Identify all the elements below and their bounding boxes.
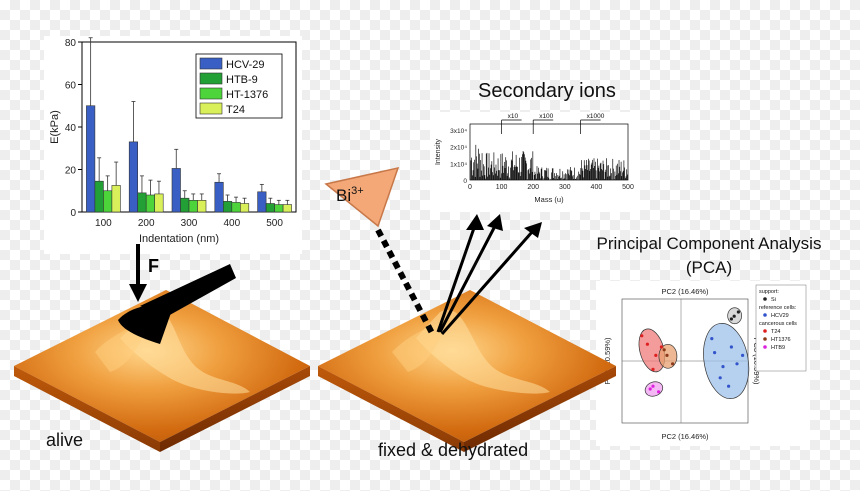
x-tick-label: 500: [266, 218, 283, 229]
spectrum-x-tick: 100: [496, 184, 508, 191]
pca-title: Principal Component Analysis (PCA): [596, 234, 822, 277]
legend-swatch: [199, 102, 223, 115]
alive-cell-sample: [14, 290, 310, 452]
legend-swatch: [199, 87, 223, 100]
spectrum-y-tick: 1x10⁴: [450, 161, 467, 168]
pca-panel: PC2 (16.46%)PC2 (16.46%)PC3 (10.59%)PC3 …: [596, 281, 810, 446]
y-tick-label: 40: [65, 123, 77, 134]
bi-ion-source: [324, 166, 400, 228]
x-tick-label: 400: [223, 218, 240, 229]
pca-legend-marker: [763, 337, 767, 341]
alive-label: alive: [46, 430, 83, 450]
x-tick-label: 300: [181, 218, 198, 229]
point-hcv29: [735, 362, 739, 366]
point-hcv29: [713, 351, 717, 355]
x-tick-label: 100: [95, 218, 112, 229]
y-tick-label: 0: [70, 208, 76, 219]
pca-legend-header: reference cells:: [759, 305, 797, 311]
legend-label: HCV-29: [226, 59, 265, 71]
pca-legend-marker: [763, 313, 767, 317]
legend-swatch: [199, 72, 223, 85]
point-htb9: [657, 390, 661, 394]
pca-legend-marker: [763, 345, 767, 349]
secondary-ion-arrows: [436, 214, 542, 335]
cluster-ellipse-hcv29: [703, 323, 750, 399]
y-axis-label: E(kPa): [49, 110, 61, 144]
legend-swatch: [199, 57, 223, 70]
point-t24: [659, 345, 663, 349]
secondary-ions-title: Secondary ions: [478, 80, 616, 102]
pca-legend-item: T24: [771, 329, 780, 335]
point-si: [732, 314, 736, 318]
legend-label: HTB-9: [226, 74, 258, 86]
zoom-factor-label: x100: [539, 113, 553, 120]
pca-legend-item: HT1376: [771, 337, 791, 343]
point-t24: [640, 334, 644, 338]
pca-x-label-bottom: PC2 (16.46%): [661, 432, 709, 441]
fixed-cell-sample: [318, 290, 616, 452]
pca-legend-item: HTB9: [771, 345, 785, 351]
zoom-factor-label: x1000: [587, 113, 605, 120]
point-si: [729, 317, 733, 321]
spectrum-x-tick: 300: [559, 184, 571, 191]
pca-legend-item: HCV29: [771, 313, 789, 319]
x-tick-label: 200: [138, 218, 155, 229]
legend-label: T24: [226, 104, 245, 116]
point-hcv29: [718, 376, 722, 380]
spectrum-y-tick: 3x10⁴: [450, 128, 467, 135]
zoom-factor-label: x10: [508, 113, 519, 120]
afm-chart-panel: 0 20 40 60 80 100 200 300 400 500 E(kPa) Indentatio…: [44, 36, 302, 254]
point-ht1376: [665, 353, 669, 357]
point-t24: [651, 367, 655, 371]
force-label: F: [148, 256, 159, 276]
pca-scatter-plot: PC2 (16.46%)PC2 (16.46%)PC3 (10.59%)PC3 …: [603, 284, 807, 441]
y-tick-label: 60: [65, 81, 77, 92]
pca-legend-item: Si: [771, 297, 776, 303]
fixed-label: fixed & dehydrated: [378, 440, 528, 460]
spectrum-y-label: Intensity: [435, 138, 442, 165]
y-tick-label: 80: [65, 38, 77, 49]
pca-legend-marker: [763, 329, 767, 333]
point-hcv29: [721, 365, 725, 369]
spectrum-x-tick: 400: [591, 184, 603, 191]
point-ht1376: [662, 348, 666, 352]
pca-legend-header: cancerous cells: [759, 321, 797, 327]
point-hcv29: [741, 353, 745, 357]
bi-ion-label: Bi3+: [336, 185, 364, 205]
spectrum-x-tick: 200: [527, 184, 539, 191]
ion-beam: [375, 228, 435, 335]
point-htb9: [648, 387, 652, 391]
pca-x-label-top: PC2 (16.46%): [661, 287, 709, 296]
spectrum-x-tick: 500: [622, 184, 634, 191]
point-t24: [645, 342, 649, 346]
spectrum-x-label: Mass (u): [534, 195, 564, 204]
y-tick-label: 20: [65, 166, 77, 177]
spectrum-panel: 0 1x10⁴ 2x10⁴ 3x10⁴ 0 100 200 300 400 500 Intensit…: [430, 112, 640, 212]
afm-cantilever: [118, 264, 236, 344]
force-arrow: [129, 244, 147, 302]
point-hcv29: [729, 345, 733, 349]
spectrum-x-tick: 0: [468, 184, 472, 191]
mass-spectrum: 0 1x10⁴ 2x10⁴ 3x10⁴ 0 100 200 300 400 500 Intensit…: [435, 113, 634, 204]
legend-label: HT-1376: [226, 89, 268, 101]
pca-y-label-left: PC3 (10.59%): [603, 337, 612, 385]
spectrum-y-tick: 2x10⁴: [450, 145, 467, 152]
pca-legend-header: support:: [759, 289, 779, 295]
point-t24: [654, 353, 658, 357]
point-hcv29: [710, 337, 714, 341]
point-si: [736, 310, 740, 314]
point-hcv29: [727, 384, 731, 388]
point-htb9: [651, 384, 655, 388]
afm-bar-chart: 0 20 40 60 80 100 200 300 400 500 E(kPa) Indentatio…: [49, 37, 297, 245]
x-axis-label: Indentation (nm): [139, 233, 219, 245]
spectrum-y-tick: 0: [463, 178, 467, 185]
point-ht1376: [671, 362, 675, 366]
pca-legend-marker: [763, 297, 767, 301]
